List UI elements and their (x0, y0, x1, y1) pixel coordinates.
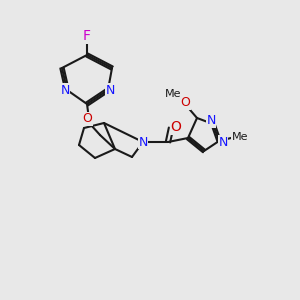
Text: N: N (218, 136, 228, 148)
Text: N: N (60, 83, 70, 97)
Text: N: N (105, 83, 115, 97)
Text: F: F (83, 29, 91, 43)
Text: O: O (171, 120, 182, 134)
Text: N: N (206, 115, 216, 128)
Text: O: O (180, 97, 190, 110)
Text: Me: Me (232, 132, 248, 142)
Text: Me: Me (165, 89, 181, 99)
Text: N: N (138, 136, 148, 148)
Text: O: O (82, 112, 92, 125)
